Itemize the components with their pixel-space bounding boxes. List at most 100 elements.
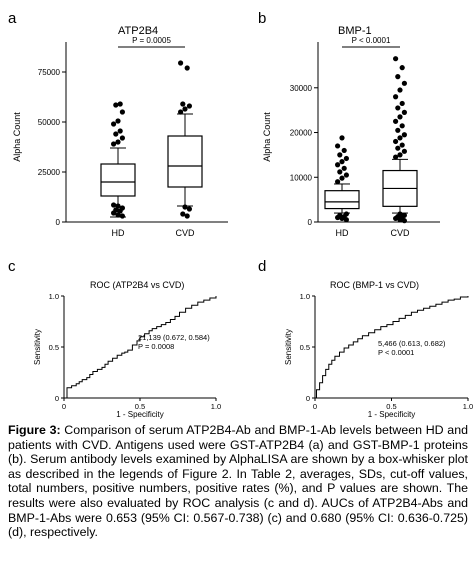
chart-b-ytick-label: 10000 — [290, 173, 313, 182]
chart-a-outlier — [113, 102, 119, 108]
chart-c-xtick-label: 0 — [62, 402, 66, 411]
chart-a-ytick-label: 0 — [56, 218, 61, 227]
chart-d-xtick-label: 0.5 — [386, 402, 396, 411]
chart-a-outlier — [115, 212, 121, 218]
chart-d-roc-curve — [315, 296, 469, 399]
chart-b-xtick-label: HD — [336, 228, 349, 238]
chart-a-outlier — [186, 206, 192, 212]
chart-b-ytick-label: 0 — [308, 218, 313, 227]
panel-letter-b: b — [258, 10, 267, 27]
chart-a-title: ATP2B4 — [118, 25, 158, 37]
chart-b-outlier — [335, 162, 341, 168]
chart-a-xtick-label: HD — [112, 228, 125, 238]
chart-b-outlier — [399, 123, 405, 129]
chart-a-ytick-label: 25000 — [38, 168, 61, 177]
chart-a-outlier — [111, 141, 117, 147]
chart-c-xlabel: 1 - Specificity — [116, 410, 164, 419]
panel-letter-d: d — [258, 258, 267, 275]
chart-c-xtick-label: 1.0 — [211, 402, 221, 411]
chart-a-outlier — [111, 121, 117, 127]
chart-a-box — [100, 163, 136, 197]
chart-b-outlier — [393, 118, 399, 124]
caption-label: Figure 3: — [8, 423, 61, 437]
chart-b-outlier — [401, 109, 407, 115]
chart-d-annotation: 5,466 (0.613, 0.682) — [378, 339, 446, 348]
chart-b-outlier — [337, 152, 343, 158]
chart-a-outlier — [178, 60, 184, 66]
chart-d-ytick-label: 0 — [306, 394, 310, 403]
chart-a-outlier — [119, 213, 125, 219]
chart-a-outlier — [113, 131, 119, 137]
chart-b-outlier — [397, 152, 403, 158]
chart-b-outlier — [401, 132, 407, 138]
chart-b-outlier — [341, 165, 347, 171]
chart-c-annotation: 21,139 (0.672, 0.584) — [138, 333, 210, 342]
chart-a-ylabel: Alpha Count — [12, 112, 22, 162]
chart-a-outlier — [119, 109, 125, 115]
chart-a-outlier — [117, 208, 123, 214]
chart-b-outlier — [393, 94, 399, 100]
chart-d-xtick-label: 1.0 — [463, 402, 473, 411]
chart-b-outlier — [397, 114, 403, 120]
chart-b-outlier — [395, 127, 401, 133]
chart-b-outlier — [399, 100, 405, 107]
chart-a-xtick-label: CVD — [175, 228, 195, 238]
chart-a-outlier — [182, 204, 188, 210]
chart-b-outlier — [337, 169, 343, 175]
chart-b-outlier — [393, 154, 399, 160]
chart-c-ytick-label: 1.0 — [49, 292, 59, 301]
chart-a-outlier — [117, 128, 123, 134]
chart-c-ytick-label: 0 — [55, 394, 59, 403]
chart-a-outlier — [184, 213, 190, 219]
chart-d-xtick-label: 0 — [313, 402, 317, 411]
chart-b-ytick-label: 30000 — [290, 84, 313, 93]
chart-b-outlier — [397, 87, 403, 93]
chart-b-outlier — [399, 142, 405, 148]
chart-a-outlier — [184, 65, 190, 71]
chart-b-outlier — [401, 148, 407, 154]
chart-b-outlier — [343, 217, 349, 223]
chart-a-outlier — [111, 202, 117, 208]
chart-b-outlier — [393, 56, 399, 62]
chart-a-outlier — [115, 139, 121, 145]
chart-a-ytick-label: 50000 — [38, 118, 61, 127]
caption-text: Comparison of serum ATP2B4-Ab and BMP-1-… — [8, 423, 468, 540]
chart-b-outlier — [397, 217, 403, 223]
chart-a-outlier — [182, 106, 188, 112]
chart-d-ytick-label: 1.0 — [300, 292, 310, 301]
chart-a-ytick-label: 75000 — [38, 68, 61, 77]
figure-caption: Figure 3: Comparison of serum ATP2B4-Ab … — [8, 423, 468, 540]
chart-b-outlier — [339, 175, 345, 181]
chart-a-pvalue: P = 0.0005 — [132, 36, 171, 45]
chart-b-outlier — [401, 218, 407, 224]
chart-a-outlier — [117, 101, 123, 107]
chart-c-annotation: P = 0.0008 — [138, 342, 174, 351]
panel-letter-c: c — [8, 258, 16, 275]
chart-c-ylabel: Sensitivity — [33, 329, 42, 365]
chart-d-annotation: P < 0.0001 — [378, 348, 414, 357]
chart-b-ytick-label: 20000 — [290, 129, 313, 138]
chart-d-title: ROC (BMP-1 vs CVD) — [330, 280, 419, 290]
chart-a-outlier — [180, 211, 186, 217]
chart-c-ytick-label: 0.5 — [49, 343, 59, 352]
chart-b-outlier — [401, 80, 407, 86]
chart-c-roc-curve — [64, 296, 217, 399]
panel-letter-a: a — [8, 10, 17, 27]
chart-b-outlier — [395, 145, 401, 151]
chart-b-title: BMP-1 — [338, 25, 372, 37]
chart-b-outlier — [393, 215, 399, 222]
chart-d-xlabel: 1 - Specificity — [368, 410, 416, 419]
chart-b-outlier — [393, 138, 399, 145]
chart-a-outlier — [178, 109, 184, 115]
chart-b-outlier — [397, 135, 403, 141]
chart-b-outlier — [399, 65, 405, 71]
chart-a-outlier — [180, 101, 186, 107]
chart-b-xtick-label: CVD — [390, 228, 410, 238]
chart-a-outlier — [119, 135, 125, 141]
chart-b-outlier — [339, 159, 345, 165]
chart-b-box — [324, 190, 360, 210]
chart-b-ylabel: Alpha Count — [262, 112, 272, 162]
chart-b-outlier — [335, 214, 341, 221]
chart-a-outlier — [186, 103, 192, 109]
